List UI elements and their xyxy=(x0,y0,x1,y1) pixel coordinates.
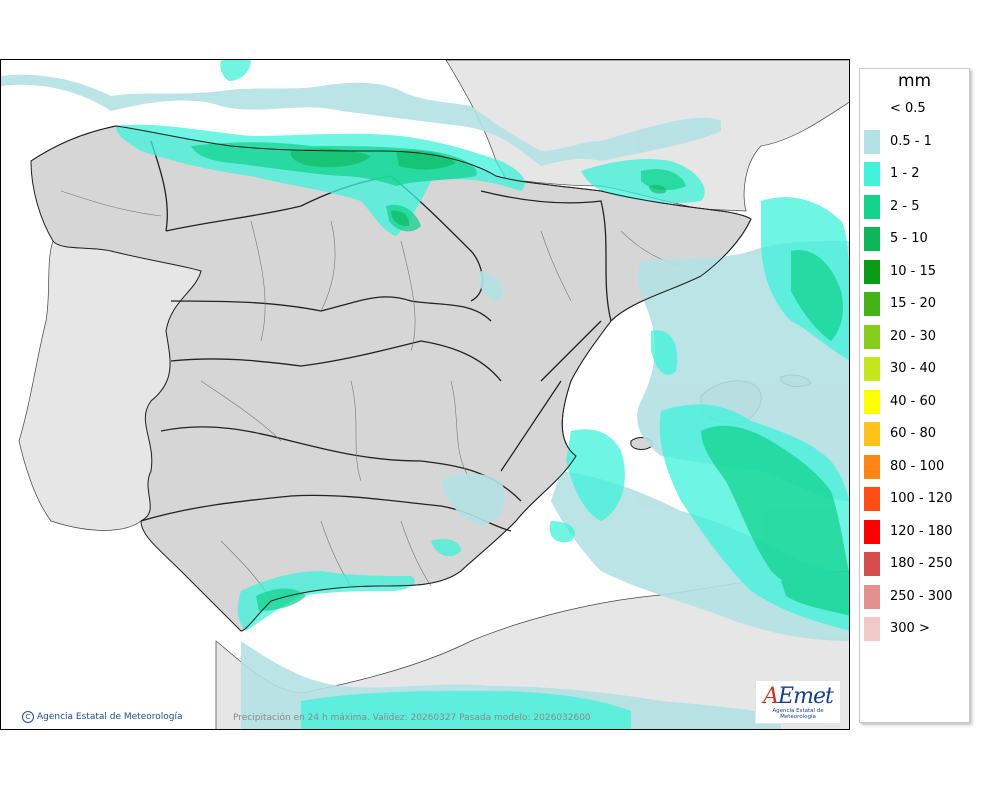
agency-name: Agencia Estatal de Meteorología xyxy=(37,712,183,722)
legend-label: 40 - 60 xyxy=(890,393,937,409)
legend-row: 120 - 180 xyxy=(860,518,969,546)
legend-swatch xyxy=(864,162,880,186)
aemet-logo: AEmet Agencia Estatal de Meteorología xyxy=(755,680,841,724)
legend-label: 2 - 5 xyxy=(890,198,920,214)
legend-row: 80 - 100 xyxy=(860,453,969,481)
legend-row: 300 > xyxy=(860,615,969,643)
legend-swatch xyxy=(864,617,880,641)
legend-label: 15 - 20 xyxy=(890,296,937,311)
precip-5-10 xyxy=(290,148,667,227)
legend-row: 20 - 30 xyxy=(860,323,969,351)
legend-swatch xyxy=(864,259,880,284)
legend-row: 1 - 2 xyxy=(860,160,969,188)
legend-row: 15 - 20 xyxy=(860,290,969,318)
agency-credit: C Agencia Estatal de Meteorología xyxy=(22,711,183,723)
coastline-spain xyxy=(30,125,752,632)
legend-swatch xyxy=(864,552,880,576)
legend-label: 80 - 100 xyxy=(890,458,945,474)
logo-subtitle: Agencia Estatal de Meteorología xyxy=(772,708,824,720)
legend-swatch xyxy=(864,194,880,219)
legend-swatch xyxy=(864,227,880,251)
legend-label: 300 > xyxy=(890,621,930,636)
legend-swatch xyxy=(864,357,880,381)
legend-swatch xyxy=(864,519,880,544)
legend-label: 60 - 80 xyxy=(890,426,937,441)
map-caption: Precipitación en 24 h máxima. Validez: 2… xyxy=(233,713,591,723)
legend-label: 250 - 300 xyxy=(890,588,953,604)
province-borders xyxy=(60,190,682,602)
legend-label: 100 - 120 xyxy=(890,491,953,506)
legend-swatch xyxy=(864,129,880,154)
legend-row: 0.5 - 1 xyxy=(860,128,969,156)
legend-swatch xyxy=(864,422,880,446)
legend-row: 180 - 250 xyxy=(860,550,969,578)
legend-label: < 0.5 xyxy=(890,101,926,116)
precip-2-5 xyxy=(191,142,849,616)
legend-row: 250 - 300 xyxy=(860,583,969,611)
legend-label: 0.5 - 1 xyxy=(890,133,932,149)
map-canvas xyxy=(1,60,849,729)
precipitation-legend: mm < 0.5 0.5 - 1 1 - 2 2 - 5 5 - 10 10 - 15 15… xyxy=(859,68,970,723)
legend-unit: mm xyxy=(897,71,932,91)
copyright-icon: C xyxy=(22,711,34,723)
legend-row: < 0.5 xyxy=(860,95,969,123)
legend-row: 100 - 120 xyxy=(860,485,969,513)
legend-row: 5 - 10 xyxy=(860,225,969,253)
legend-label: 120 - 180 xyxy=(890,523,953,539)
legend-swatch xyxy=(864,454,880,479)
legend-swatch xyxy=(864,292,880,316)
logo-wordmark: AEmet xyxy=(763,684,834,709)
legend-swatch xyxy=(864,584,880,609)
legend-swatch xyxy=(864,389,880,414)
legend-row: 40 - 60 xyxy=(860,388,969,416)
legend-swatch xyxy=(864,324,880,349)
legend-label: 30 - 40 xyxy=(890,361,937,376)
legend-label: 5 - 10 xyxy=(890,231,928,246)
legend-row: 30 - 40 xyxy=(860,355,969,383)
precipitation-map xyxy=(0,59,850,730)
legend-label: 180 - 250 xyxy=(890,556,953,571)
legend-label: 20 - 30 xyxy=(890,328,937,344)
legend-row: 10 - 15 xyxy=(860,258,969,286)
legend-label: 10 - 15 xyxy=(890,263,937,279)
legend-label: 1 - 2 xyxy=(890,166,920,181)
legend-row: 60 - 80 xyxy=(860,420,969,448)
legend-swatch xyxy=(864,487,880,511)
legend-row: 2 - 5 xyxy=(860,193,969,221)
